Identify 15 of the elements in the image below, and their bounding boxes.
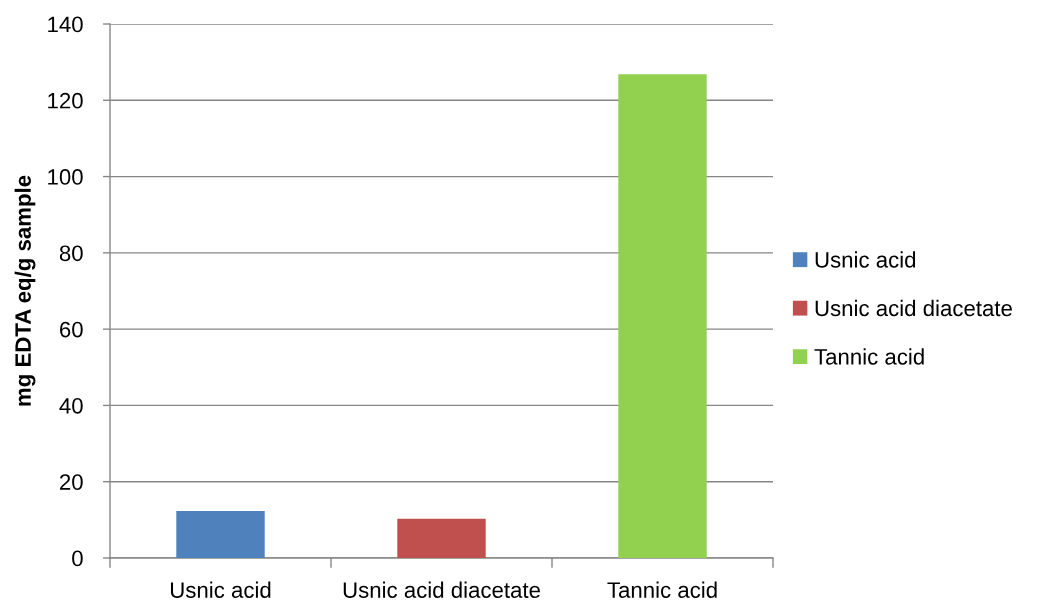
y-tick-label: 100 <box>48 169 83 185</box>
y-tick-label: 80 <box>59 245 83 262</box>
legend-label: Usnic acid <box>815 251 916 268</box>
y-tick-label: 20 <box>60 474 83 490</box>
y-tick-label: 60 <box>60 321 83 338</box>
x-tick-label: Usnic acid <box>170 581 271 598</box>
y-tick-label: 0 <box>72 550 83 567</box>
legend-label: Usnic acid diacetate <box>815 299 1012 317</box>
y-tick-label: 140 <box>48 16 83 33</box>
y-axis-title: mg EDTA eq/g sample <box>14 175 36 406</box>
x-tick-label: Tannic acid <box>607 581 717 598</box>
y-tick-label: 40 <box>59 397 83 414</box>
y-tick-label: 120 <box>48 92 83 109</box>
legend-label: Tannic acid <box>814 348 924 365</box>
x-tick-label: Usnic acid diacetate <box>343 581 540 598</box>
